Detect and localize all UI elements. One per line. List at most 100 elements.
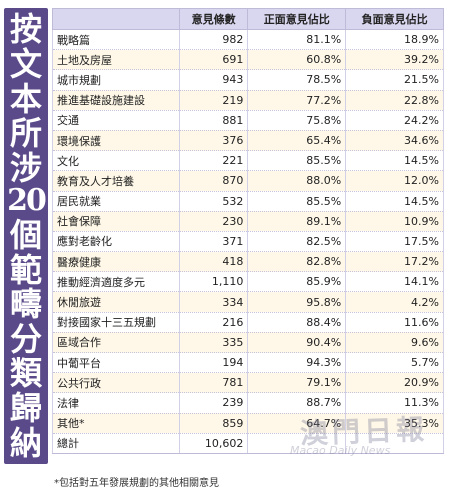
row-negative: 20.9%	[345, 372, 444, 394]
row-positive: 77.2%	[247, 90, 347, 111]
row-count: 194	[178, 352, 249, 374]
row-category: 應對老齡化	[52, 231, 180, 253]
total-empty-negative	[345, 433, 444, 454]
row-negative: 12.0%	[345, 170, 444, 192]
row-positive: 85.9%	[247, 271, 347, 293]
table-row: 休閒旅遊 334 95.8% 4.2%	[52, 291, 444, 313]
table-row: 社會保障 230 89.1% 10.9%	[52, 211, 444, 232]
row-count: 335	[178, 332, 249, 354]
table-row: 其他* 859 64.7% 35.3%	[52, 413, 444, 434]
row-negative: 4.2%	[345, 291, 444, 313]
table-row: 城市規劃 943 78.5% 21.5%	[52, 69, 444, 91]
row-count: 219	[178, 90, 249, 111]
table-row: 法律 239 88.7% 11.3%	[52, 392, 444, 414]
row-category: 對接國家十三五規劃	[52, 312, 180, 333]
row-positive: 78.5%	[247, 69, 347, 91]
header-category	[52, 8, 180, 30]
header-positive: 正面意見佔比	[247, 8, 347, 30]
row-positive: 88.4%	[247, 312, 347, 333]
footnote: *包括對五年發展規劃的其他相關意見	[54, 478, 219, 489]
table-row: 中葡平台 194 94.3% 5.7%	[52, 352, 444, 374]
title-char: 分	[9, 319, 42, 358]
row-count: 532	[178, 191, 249, 212]
row-category: 法律	[52, 392, 180, 414]
row-positive: 75.8%	[247, 110, 347, 131]
title-char: 所	[9, 114, 42, 153]
row-count: 239	[178, 392, 249, 414]
table-row: 醫療健康 418 82.8% 17.2%	[52, 251, 444, 273]
row-count: 216	[178, 312, 249, 333]
row-negative: 11.6%	[345, 312, 444, 333]
table-row: 推動經濟適度多元 1,110 85.9% 14.1%	[52, 271, 444, 293]
row-category: 文化	[52, 150, 180, 172]
row-count: 943	[178, 69, 249, 91]
row-negative: 14.5%	[345, 191, 444, 212]
table-row: 公共行政 781 79.1% 20.9%	[52, 372, 444, 394]
row-negative: 21.5%	[345, 69, 444, 91]
total-row: 總計 10,602	[52, 433, 444, 454]
row-positive: 60.8%	[247, 49, 347, 71]
row-category: 中葡平台	[52, 352, 180, 374]
row-count: 859	[178, 413, 249, 434]
title-char: 類	[9, 354, 42, 393]
title-char: 個	[9, 215, 42, 254]
row-category: 推動經濟適度多元	[52, 271, 180, 293]
table-row: 對接國家十三五規劃 216 88.4% 11.6%	[52, 312, 444, 333]
title-char: 範	[9, 250, 42, 289]
row-category: 休閒旅遊	[52, 291, 180, 313]
row-count: 334	[178, 291, 249, 313]
row-category: 居民就業	[52, 191, 180, 212]
title-char: 本	[9, 79, 42, 118]
row-count: 371	[178, 231, 249, 253]
row-count: 781	[178, 372, 249, 394]
row-category: 其他*	[52, 413, 180, 434]
row-positive: 81.1%	[247, 29, 347, 51]
title-char: 納	[9, 423, 42, 462]
row-negative: 22.8%	[345, 90, 444, 111]
table-header-row: 意見條數 正面意見佔比 負面意見佔比	[52, 8, 444, 30]
row-negative: 14.5%	[345, 150, 444, 172]
row-positive: 88.0%	[247, 170, 347, 192]
opinion-table: 意見條數 正面意見佔比 負面意見佔比 戰略篇 982 81.1% 18.9% 土地及房屋…	[52, 8, 444, 454]
row-category: 公共行政	[52, 372, 180, 394]
row-negative: 14.1%	[345, 271, 444, 293]
row-category: 戰略篇	[52, 29, 180, 51]
row-positive: 95.8%	[247, 291, 347, 313]
row-positive: 85.5%	[247, 191, 347, 212]
row-count: 230	[178, 211, 249, 232]
row-category: 醫療健康	[52, 251, 180, 273]
row-negative: 18.9%	[345, 29, 444, 51]
header-negative: 負面意見佔比	[345, 8, 444, 30]
title-char: 歸	[9, 389, 42, 427]
row-negative: 9.6%	[345, 332, 444, 354]
row-category: 教育及人才培養	[52, 170, 180, 192]
row-category: 交通	[52, 110, 180, 131]
row-category: 推進基礎設施建設	[52, 90, 180, 111]
row-positive: 88.7%	[247, 392, 347, 414]
row-negative: 24.2%	[345, 110, 444, 131]
row-positive: 82.8%	[247, 251, 347, 273]
row-negative: 10.9%	[345, 211, 444, 232]
title-char: 涉	[9, 148, 42, 187]
table-row: 環境保護 376 65.4% 34.6%	[52, 130, 444, 152]
header-count: 意見條數	[178, 8, 249, 30]
row-positive: 65.4%	[247, 130, 347, 152]
total-count: 10,602	[178, 433, 249, 454]
row-category: 社會保障	[52, 211, 180, 232]
row-negative: 17.5%	[345, 231, 444, 253]
row-negative: 5.7%	[345, 352, 444, 374]
row-negative: 11.3%	[345, 392, 444, 414]
row-negative: 35.3%	[345, 413, 444, 434]
row-positive: 79.1%	[247, 372, 347, 394]
row-category: 土地及房屋	[52, 49, 180, 71]
title-char: 文	[9, 44, 42, 83]
row-category: 城市規劃	[52, 69, 180, 91]
row-negative: 17.2%	[345, 251, 444, 273]
row-count: 1,110	[178, 271, 249, 293]
row-count: 376	[178, 130, 249, 152]
title-char: 疇	[9, 285, 42, 324]
row-negative: 34.6%	[345, 130, 444, 152]
row-count: 418	[178, 251, 249, 273]
row-negative: 39.2%	[345, 49, 444, 71]
total-empty-positive	[247, 433, 347, 454]
